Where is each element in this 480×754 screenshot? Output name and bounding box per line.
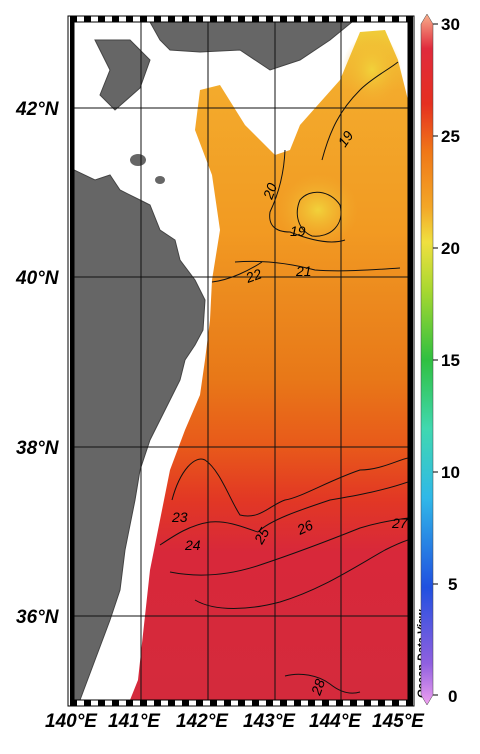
map-frame xyxy=(67,15,415,707)
colorbar-tick-label: 25 xyxy=(441,127,460,146)
isotherm-20 xyxy=(269,149,346,243)
colorbar-tick-label: 15 xyxy=(441,351,460,370)
isotherm-19-loop xyxy=(296,191,342,237)
cool-anomaly-north xyxy=(342,34,402,106)
colorbar-ramp xyxy=(420,13,434,706)
contour-label: 24 xyxy=(184,537,201,553)
cool-anomaly xyxy=(278,174,358,246)
lat-label: 38°N xyxy=(16,438,60,459)
isotherm-27 xyxy=(194,539,408,609)
isotherm-24 xyxy=(159,521,259,546)
colorbar-tick-label: 10 xyxy=(441,463,460,482)
colorbar-tick-label: 20 xyxy=(441,239,460,258)
contour-label: 23 xyxy=(171,509,188,525)
colorbar: 30 25 20 15 10 5 0 xyxy=(420,13,460,706)
colorbar-tick-label: 30 xyxy=(441,15,460,34)
lon-label: 145°E xyxy=(372,711,425,732)
map-panel: 19 20 19 21 22 23 24 25 26 27 28 xyxy=(74,22,409,700)
contour-label: 22 xyxy=(243,265,264,286)
land-honshu xyxy=(74,169,206,700)
isotherm-21 xyxy=(234,260,401,272)
latitude-labels: 42°N 40°N 38°N 36°N xyxy=(15,99,60,628)
lon-label: 142°E xyxy=(176,711,229,732)
contour-label: 20 xyxy=(259,181,280,202)
lon-label: 141°E xyxy=(108,711,161,732)
isotherm-lines xyxy=(159,61,408,694)
colorbar-tick-labels: 30 25 20 15 10 5 0 xyxy=(441,15,460,706)
graticule xyxy=(74,22,408,700)
isotherm-26 xyxy=(169,517,408,576)
lat-label: 40°N xyxy=(15,268,60,289)
contour-label: 19 xyxy=(290,223,306,239)
colorbar-tick-label: 5 xyxy=(448,575,457,594)
lat-label: 42°N xyxy=(15,99,60,120)
land-islet-2 xyxy=(155,176,165,184)
contour-label: 25 xyxy=(250,525,272,548)
contour-label: 27 xyxy=(391,515,409,531)
lat-label: 36°N xyxy=(16,607,60,628)
lon-label: 143°E xyxy=(243,711,296,732)
isotherm-28 xyxy=(284,673,361,694)
lon-label: 144°E xyxy=(309,711,362,732)
land-islet xyxy=(130,154,146,166)
colorbar-tick-label: 0 xyxy=(448,687,457,706)
contour-label: 26 xyxy=(294,517,316,539)
isotherm-25 xyxy=(257,481,408,533)
longitude-labels: 140°E 141°E 142°E 143°E 144°E 145°E xyxy=(45,711,425,732)
colorbar-ticks xyxy=(433,23,438,696)
land-hokkaido xyxy=(74,22,353,111)
isotherm-19-north xyxy=(321,61,399,161)
lon-label: 140°E xyxy=(45,711,98,732)
isotherm-23 xyxy=(171,457,408,517)
isotherm-22 xyxy=(211,261,263,283)
contour-label: 21 xyxy=(295,263,312,279)
contour-label: 28 xyxy=(307,677,328,698)
